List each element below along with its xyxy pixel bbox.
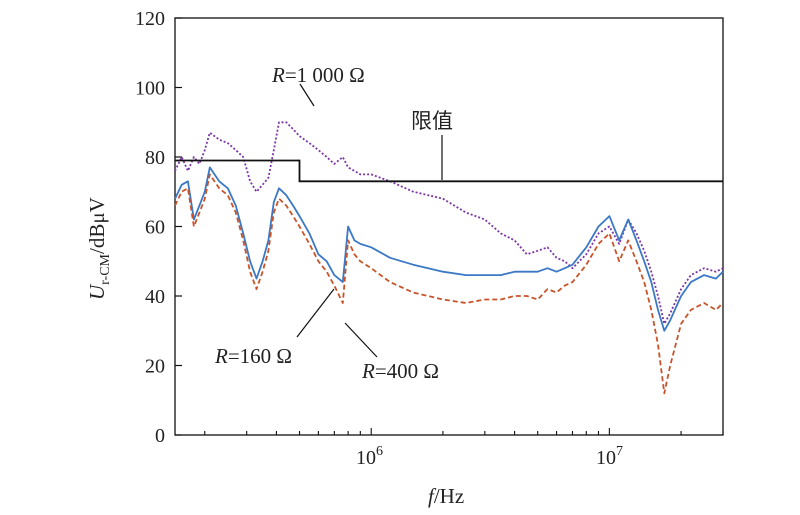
y-tick-label: 60 — [145, 217, 165, 239]
plot-frame — [174, 17, 724, 436]
annotation-r400: R=400 Ω — [361, 359, 439, 383]
annotation-limit: 限值 — [411, 109, 453, 133]
y-axis-title: Ur-CM/dBμV — [85, 197, 113, 300]
series-line-2 — [174, 173, 724, 395]
series-line-1 — [174, 166, 724, 332]
y-tick-label: 0 — [155, 425, 165, 447]
annotation-r1000: R=1 000 Ω — [271, 63, 365, 87]
x-axis-ticks — [204, 428, 724, 435]
y-tick-label: 20 — [145, 356, 165, 378]
series-line-0 — [174, 121, 724, 325]
x-tick-label-1e7: 107 — [596, 444, 623, 469]
y-axis-tick-labels: 0 20 40 60 80 100 120 — [135, 8, 165, 447]
x-tick-label-1e6: 106 — [356, 444, 383, 469]
y-tick-label: 120 — [135, 8, 165, 30]
series-layer — [174, 121, 724, 395]
leader-line — [296, 288, 335, 338]
y-tick-label: 80 — [145, 147, 165, 169]
leader-line — [344, 322, 378, 358]
x-axis-title: f/Hz — [428, 484, 464, 508]
y-tick-label: 40 — [145, 286, 165, 308]
annotation-r160: R=160 Ω — [214, 344, 292, 368]
limit-line — [175, 159, 723, 183]
leader-line — [299, 83, 315, 107]
annotation-leaders — [296, 83, 443, 358]
y-tick-label: 100 — [135, 78, 165, 100]
y-axis-ticks — [175, 17, 182, 436]
